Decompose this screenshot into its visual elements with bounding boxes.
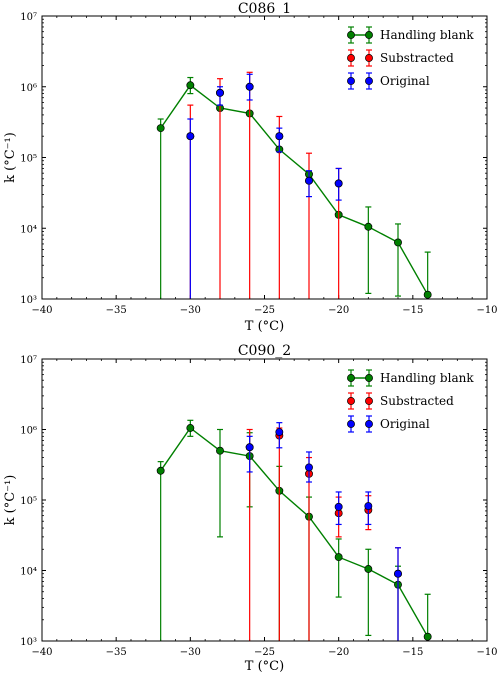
series-line [160,426,429,638]
plot-1: C086_1 −40 −35 −30 −25 −20 −15 −10 10³ 10⁴ 10⁵ 10⁶ 1… [3,1,498,334]
y-tick-label: 10³ [20,295,37,306]
y-tick-label: 10⁴ [20,224,37,235]
x-tick-label: −10 [476,305,497,316]
series-handling-blank [156,419,432,641]
data-point [423,290,432,299]
y-tick-label: 10⁷ [20,355,37,366]
plot-2: C090_2 −40 −35 −30 −25 −20 −15 −10 10³ 10⁴ 10⁵ 10⁶ 1… [3,343,498,674]
legend-marker [347,31,355,39]
plot-frame [41,15,488,300]
legend: Handling blank Substracted Original [347,26,474,90]
data-point [334,179,343,188]
x-tick-label: −20 [328,305,349,316]
legend-label: Handling blank [380,28,474,42]
y-tick-label: 10⁴ [20,567,37,578]
legend-label: Substracted [380,51,454,65]
legend-label: Substracted [380,394,454,408]
legend-marker [347,374,355,382]
data-point [245,443,254,452]
data-point [275,428,284,437]
x-axis-label: T (°C) [245,659,284,674]
data-point [364,502,373,511]
x-tick-label: −40 [31,305,52,316]
data-point [394,569,402,578]
legend-item: Original [347,72,430,90]
legend-item: Handling blank [347,26,474,44]
x-axis-label: T (°C) [245,319,284,334]
legend-item: Substracted [347,49,454,67]
x-tick-label: −20 [328,647,349,658]
legend-marker [347,77,355,85]
x-tick-label: −25 [254,647,275,658]
data-point [305,463,313,472]
legend-marker [365,54,373,62]
data-point [186,81,195,90]
data-point [216,88,224,97]
x-tick-label: −15 [402,305,423,316]
legend-item: Substracted [347,392,454,410]
x-tick-label: −35 [106,305,127,316]
x-tick-label: −40 [31,647,52,658]
data-point [216,446,224,455]
x-tick-label: −25 [254,305,275,316]
data-point [423,632,432,641]
legend-marker [347,54,355,62]
x-tick-label: −15 [402,647,423,658]
x-tick-label: −10 [476,647,497,658]
plot-title: C086_1 [238,1,291,17]
data-point [334,553,343,562]
legend-item: Original [347,415,430,433]
data-point [156,466,165,475]
data-point [186,424,195,432]
series-handling-blank [156,76,432,299]
x-tick-label: −30 [180,647,201,658]
legend-marker [365,420,373,428]
y-tick-label: 10⁵ [20,496,37,507]
legend-label: Handling blank [380,371,474,385]
data-point [305,176,313,185]
x-tick-label: −35 [106,647,127,658]
plot-data [156,419,432,641]
data-point [156,124,165,133]
data-point [245,82,254,91]
legend-marker [365,374,373,382]
plot-data [156,71,432,299]
data-point [334,502,343,511]
y-tick-label: 10⁵ [20,154,37,165]
series-substracted [186,71,343,299]
plot-title: C090_2 [238,343,291,359]
y-axis-label: k (°C⁻¹) [3,132,18,183]
series-substracted [245,427,402,641]
legend-marker [365,77,373,85]
legend-marker [365,397,373,405]
data-point [364,222,373,231]
legend-label: Original [380,74,430,88]
legend-label: Original [380,417,430,431]
y-tick-label: 10⁷ [20,12,37,23]
data-point [394,238,402,247]
data-point [364,565,373,573]
x-tick-label: −30 [180,305,201,316]
series-original [245,422,402,641]
data-point [275,132,284,141]
y-tick-label: 10³ [20,637,37,648]
plot-frame [41,358,488,642]
legend-marker [365,31,373,39]
legend: Handling blank Substracted Original [347,369,474,433]
legend-marker [347,420,355,428]
series-line [160,84,429,296]
series-original [186,73,343,299]
y-axis-label: k (°C⁻¹) [3,475,18,526]
legend-marker [347,397,355,405]
y-tick-label: 10⁶ [20,83,37,94]
legend-item: Handling blank [347,369,474,387]
y-tick-label: 10⁶ [20,426,37,437]
data-point [186,132,195,141]
